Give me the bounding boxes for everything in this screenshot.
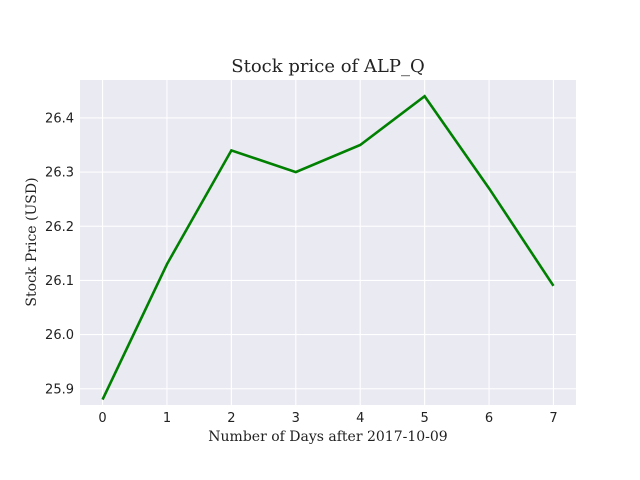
y-tick-label: 26.1: [45, 274, 74, 289]
x-tick-label: 6: [485, 411, 493, 426]
y-tick-label: 26.0: [45, 328, 74, 343]
x-tick-label: 5: [420, 411, 428, 426]
y-tick-label: 26.2: [45, 220, 74, 235]
y-axis-label: Stock Price (USD): [24, 177, 40, 306]
y-tick-label: 26.3: [45, 166, 74, 181]
x-tick-label: 7: [549, 411, 557, 426]
y-tick-label: 26.4: [45, 111, 74, 126]
plot-area: [80, 80, 576, 405]
x-axis-label: Number of Days after 2017-10-09: [208, 429, 447, 445]
x-tick-label: 0: [98, 411, 106, 426]
x-tick-label: 3: [292, 411, 300, 426]
series-group: [101, 94, 555, 401]
x-tick-label: 1: [163, 411, 171, 426]
chart-title: Stock price of ALP_Q: [231, 56, 425, 77]
x-tick-label: 4: [356, 411, 364, 426]
y-axis-ticks: 25.9 26.0 26.1 26.2 26.3 26.4: [45, 111, 74, 397]
x-axis-ticks: 0 1 2 3 4 5 6 7: [98, 411, 557, 426]
grid-lines: [80, 80, 576, 405]
series-line: [101, 94, 555, 401]
y-tick-label: 25.9: [45, 382, 74, 397]
x-tick-label: 2: [227, 411, 235, 426]
